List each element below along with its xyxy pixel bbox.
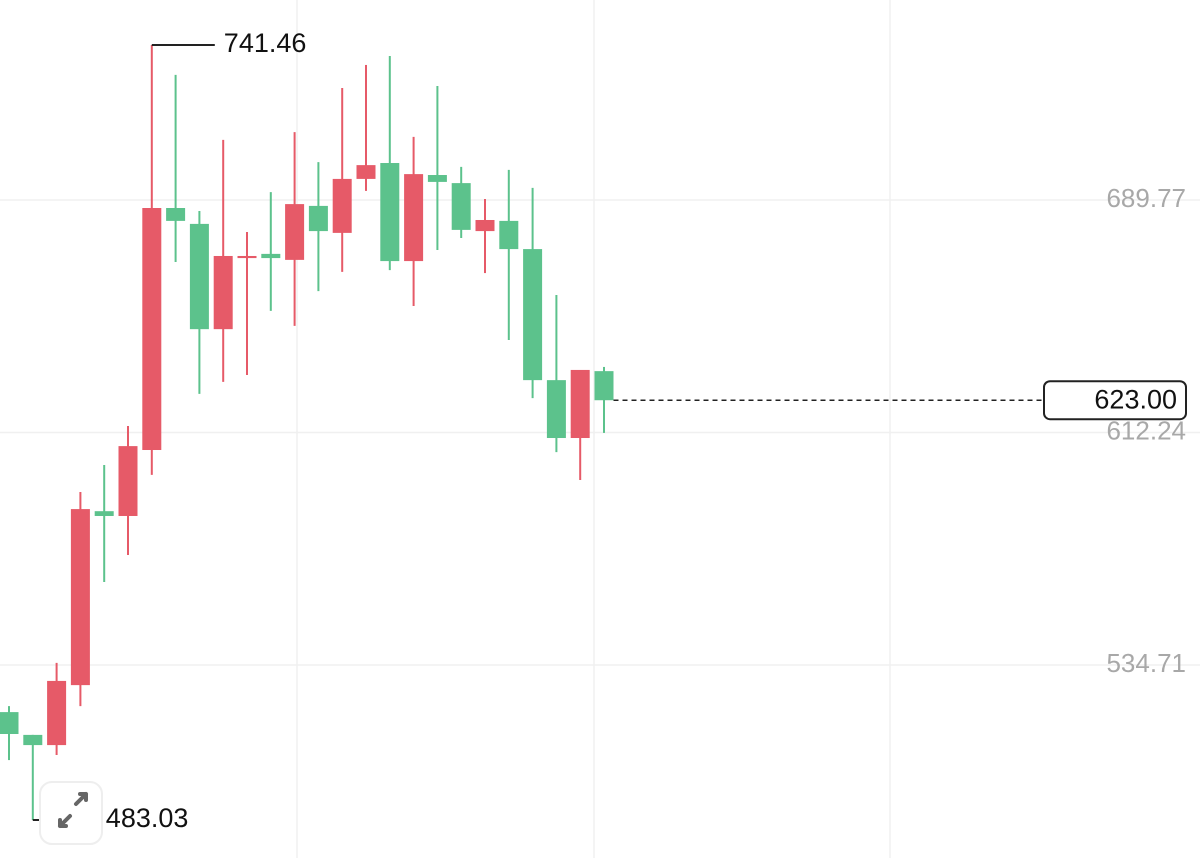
y-tick-label: 612.24 xyxy=(1106,415,1186,445)
high-label: 741.46 xyxy=(224,28,307,58)
candle-body xyxy=(356,165,376,179)
candle-body xyxy=(237,255,257,259)
candle-body xyxy=(213,255,233,330)
y-tick-label: 534.71 xyxy=(1106,648,1186,678)
low-label: 483.03 xyxy=(106,803,189,833)
candle-body xyxy=(499,220,519,250)
candle-body xyxy=(380,163,400,262)
candle-body xyxy=(94,511,114,516)
candle-body xyxy=(261,253,281,259)
candle-body xyxy=(189,223,209,330)
overlay: 741.46 483.03 623.00 xyxy=(32,28,1187,833)
candle-body xyxy=(47,680,67,746)
candle-body xyxy=(70,509,90,686)
candle-body xyxy=(308,205,328,232)
expand-icon xyxy=(58,792,88,828)
candle-body xyxy=(142,208,162,451)
candles xyxy=(0,44,614,820)
candle-body xyxy=(285,204,305,260)
candle-body xyxy=(166,208,186,221)
candle-body xyxy=(570,369,590,439)
candle-body xyxy=(451,183,471,230)
candle-body xyxy=(546,380,566,439)
candle-body xyxy=(404,174,424,262)
expand-button-bg[interactable] xyxy=(39,781,103,845)
candle-body xyxy=(594,371,614,401)
expand-button[interactable] xyxy=(39,781,103,845)
candle-body xyxy=(523,249,543,381)
candle-body xyxy=(0,712,19,734)
candle-body xyxy=(475,219,495,232)
last-price-box xyxy=(1043,380,1187,421)
last-price-label: 623.00 xyxy=(1094,384,1177,414)
grid: 534.71 612.24 689.77 xyxy=(0,183,1200,678)
candle-body xyxy=(332,178,352,233)
candle-body xyxy=(23,734,43,746)
candle-body xyxy=(427,175,447,182)
y-tick-label: 689.77 xyxy=(1106,183,1186,213)
candle-body xyxy=(118,446,138,516)
